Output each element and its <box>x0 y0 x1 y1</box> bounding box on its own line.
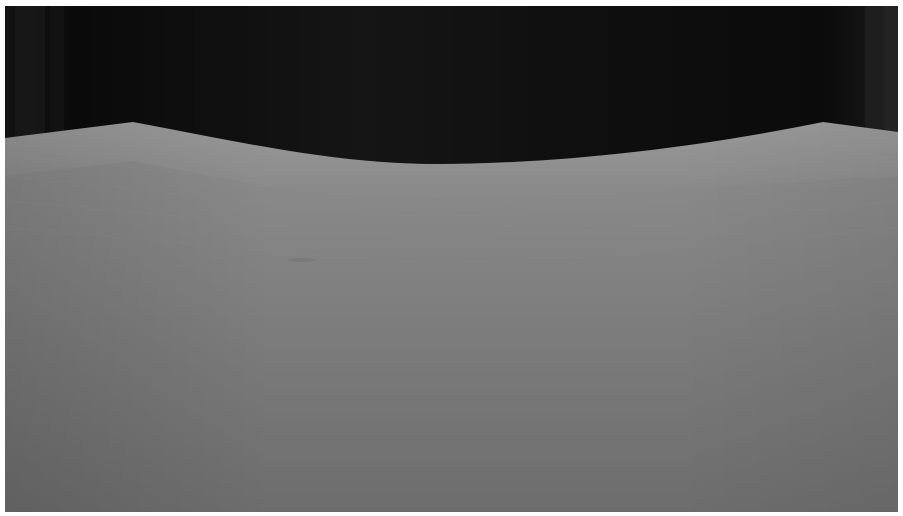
background-left-post <box>15 6 45 146</box>
surface-mark <box>288 258 316 262</box>
background-left-strip <box>50 6 64 141</box>
surface-edge-highlight <box>5 122 898 201</box>
background-right-post <box>865 6 885 136</box>
surface-grain <box>5 155 898 263</box>
surface-shading <box>5 122 898 512</box>
photo <box>5 6 898 512</box>
photo-scene <box>5 6 898 512</box>
background-right-strip <box>885 6 898 136</box>
